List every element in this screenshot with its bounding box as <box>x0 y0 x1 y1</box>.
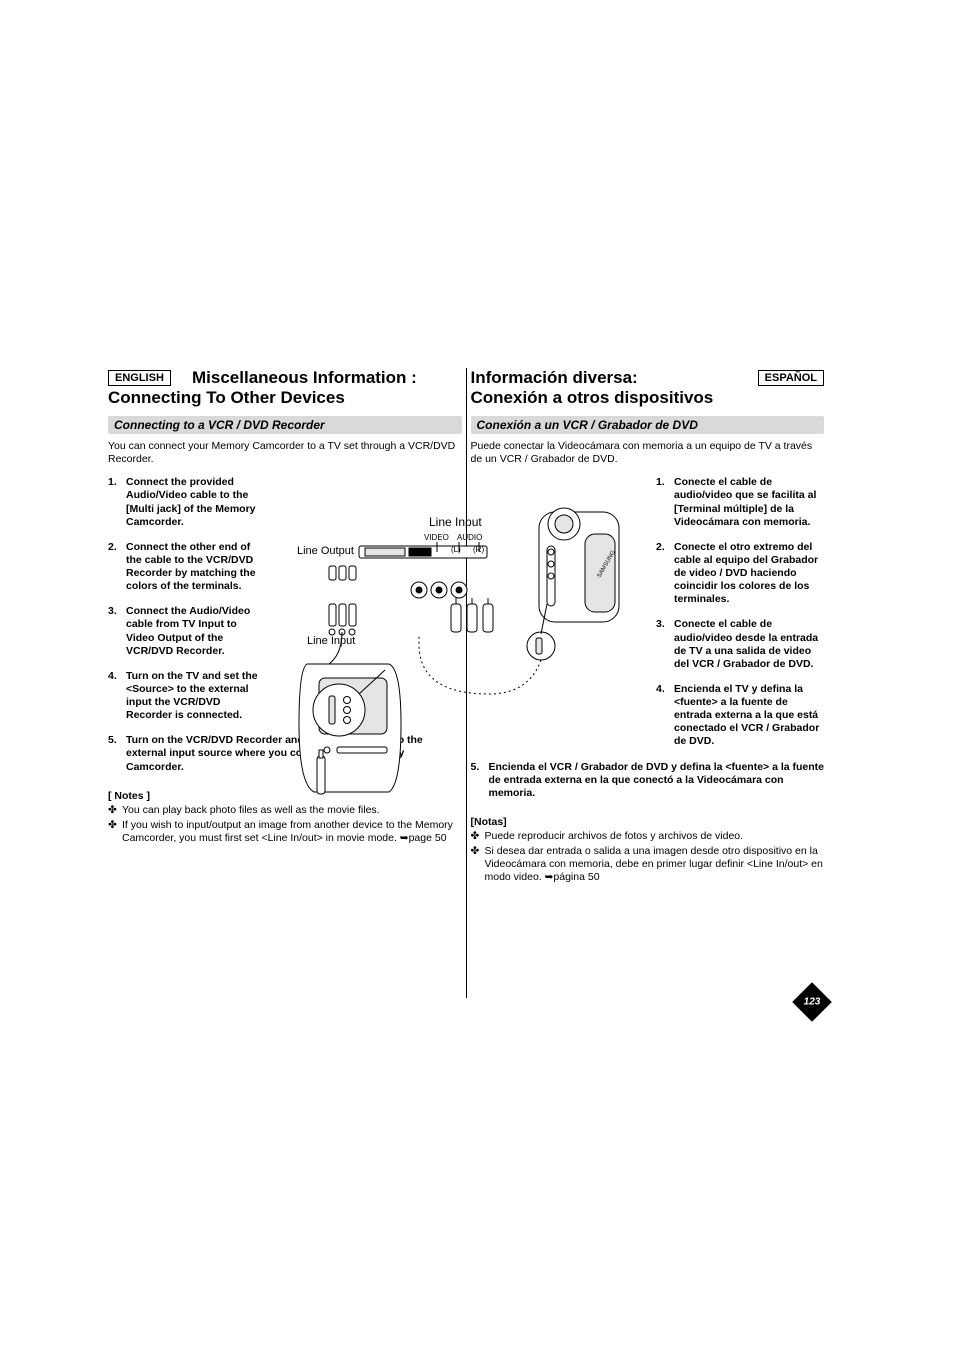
step-text: Conecte el cable de audio/video desde la… <box>674 618 824 671</box>
right-title-line1: Información diversa: <box>471 368 638 387</box>
right-step: 1.Conecte el cable de audio/video que se… <box>656 476 824 529</box>
left-subtitle: Connecting to a VCR / DVD Recorder <box>108 416 462 434</box>
step-num: 5. <box>108 734 126 773</box>
step-num: 1. <box>108 476 126 529</box>
step-num: 1. <box>656 476 674 529</box>
right-column: Información diversa: Conexión a otros di… <box>466 368 825 998</box>
step-num: 2. <box>656 541 674 607</box>
right-step: 3.Conecte el cable de audio/video desde … <box>656 618 824 671</box>
step-text: Conecte el cable de audio/video que se f… <box>674 476 824 529</box>
step-text: Turn on the VCR/DVD Recorder and set the… <box>126 734 428 773</box>
right-notes: ✤Puede reproducir archivos de fotos y ar… <box>471 830 825 885</box>
right-title: Información diversa: Conexión a otros di… <box>471 368 714 407</box>
step-num: 3. <box>656 618 674 671</box>
left-step: 4.Turn on the TV and set the <Source> to… <box>108 670 268 723</box>
right-header: Información diversa: Conexión a otros di… <box>471 368 825 412</box>
right-steps: 1.Conecte el cable de audio/video que se… <box>471 476 825 800</box>
step-num: 3. <box>108 605 126 658</box>
right-title-line2: Conexión a otros dispositivos <box>471 388 714 407</box>
step-num: 5. <box>471 761 489 800</box>
step-text: Encienda el TV y defina la <fuente> a la… <box>674 683 824 749</box>
left-title-line2: Connecting To Other Devices <box>108 388 345 408</box>
left-column: ENGLISH Miscellaneous Information : Conn… <box>108 368 466 998</box>
page-number-badge: 123 <box>792 982 832 1022</box>
step-text: Conecte el otro extremo del cable al equ… <box>674 541 824 607</box>
left-header: ENGLISH Miscellaneous Information : Conn… <box>108 368 462 412</box>
note-item: ✤Si desea dar entrada o salida a una ima… <box>471 845 825 884</box>
right-step: 4.Encienda el TV y defina la <fuente> a … <box>656 683 824 749</box>
left-step: 2.Connect the other end of the cable to … <box>108 541 268 594</box>
step-text: Connect the provided Audio/Video cable t… <box>126 476 268 529</box>
step-text: Turn on the TV and set the <Source> to t… <box>126 670 268 723</box>
right-intro: Puede conectar la Videocámara con memori… <box>471 440 825 466</box>
english-badge: ENGLISH <box>108 370 171 386</box>
note-text: Si desea dar entrada o salida a una imag… <box>485 845 825 884</box>
note-text: You can play back photo files as well as… <box>122 804 380 817</box>
note-text: If you wish to input/output an image fro… <box>122 819 462 845</box>
step-text: Connect the Audio/Video cable from TV In… <box>126 605 268 658</box>
right-subtitle: Conexión a un VCR / Grabador de DVD <box>471 416 825 434</box>
right-step: 2.Conecte el otro extremo del cable al e… <box>656 541 824 607</box>
left-step: 1.Connect the provided Audio/Video cable… <box>108 476 268 529</box>
manual-page: ENGLISH Miscellaneous Information : Conn… <box>108 368 824 998</box>
step-num: 2. <box>108 541 126 594</box>
bullet-icon: ✤ <box>108 804 122 817</box>
bullet-icon: ✤ <box>471 830 485 843</box>
spanish-badge: ESPAÑOL <box>758 370 824 386</box>
left-title-line1: Miscellaneous Information : <box>192 368 417 387</box>
bullet-icon: ✤ <box>108 819 122 845</box>
step-text: Connect the other end of the cable to th… <box>126 541 268 594</box>
note-item: ✤Puede reproducir archivos de fotos y ar… <box>471 830 825 843</box>
left-notes-head: [ Notes ] <box>108 790 462 802</box>
left-step: 3.Connect the Audio/Video cable from TV … <box>108 605 268 658</box>
left-steps: 1.Connect the provided Audio/Video cable… <box>108 476 462 773</box>
right-step: 5.Encienda el VCR / Grabador de DVD y de… <box>471 761 825 800</box>
step-text: Encienda el VCR / Grabador de DVD y defi… <box>489 761 825 800</box>
step-num: 4. <box>108 670 126 723</box>
note-item: ✤If you wish to input/output an image fr… <box>108 819 462 845</box>
left-intro: You can connect your Memory Camcorder to… <box>108 440 462 466</box>
bullet-icon: ✤ <box>471 845 485 884</box>
note-item: ✤You can play back photo files as well a… <box>108 804 462 817</box>
note-text: Puede reproducir archivos de fotos y arc… <box>485 830 744 843</box>
left-notes: ✤You can play back photo files as well a… <box>108 804 462 845</box>
step-num: 4. <box>656 683 674 749</box>
left-step: 5.Turn on the VCR/DVD Recorder and set t… <box>108 734 428 773</box>
page-number: 123 <box>804 997 821 1008</box>
right-notes-head: [Notas] <box>471 816 825 828</box>
